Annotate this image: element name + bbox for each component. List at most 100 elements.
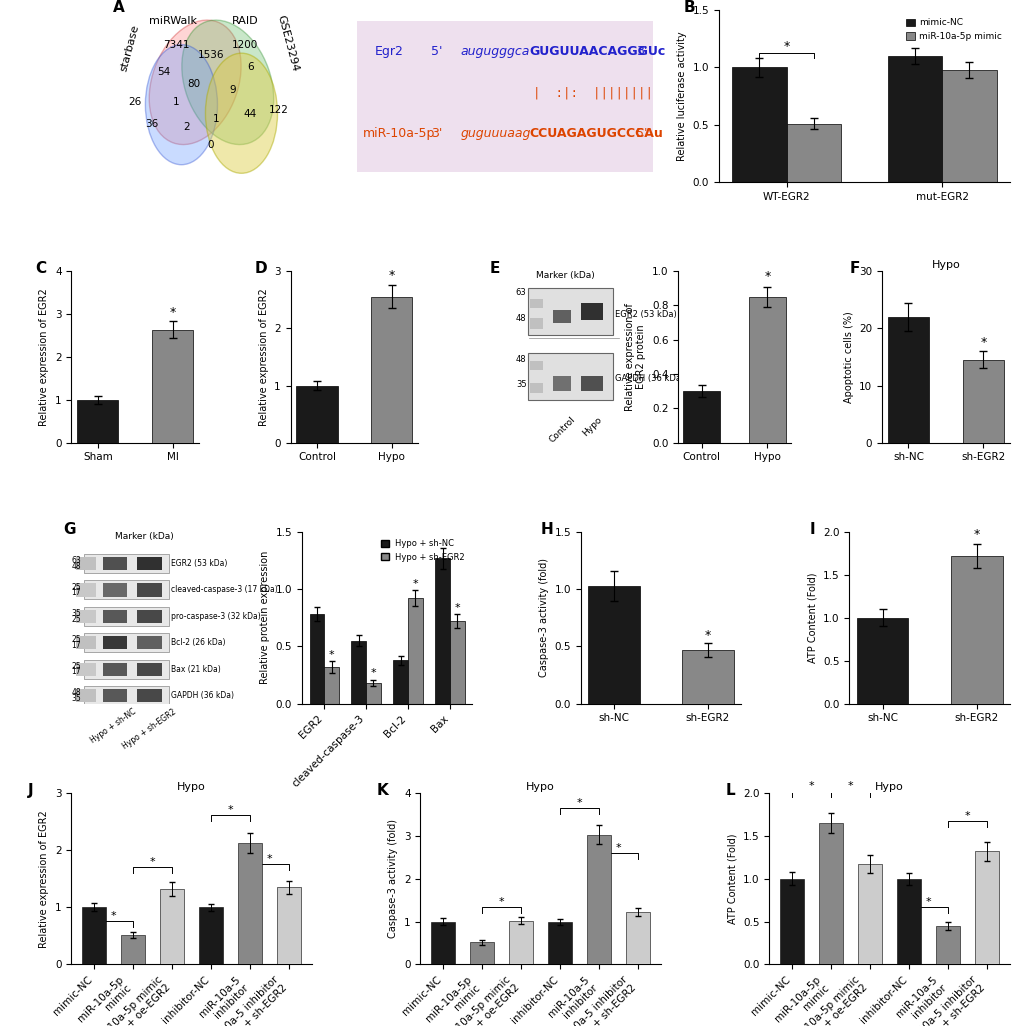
- Bar: [818, 823, 843, 964]
- Title: Hypo: Hypo: [874, 782, 903, 792]
- Y-axis label: Relative protein expression: Relative protein expression: [260, 551, 270, 684]
- Y-axis label: ATP Content (Fold): ATP Content (Fold): [807, 573, 816, 663]
- FancyBboxPatch shape: [76, 609, 96, 623]
- FancyBboxPatch shape: [138, 688, 161, 702]
- FancyBboxPatch shape: [76, 636, 96, 649]
- Text: *: *: [924, 897, 930, 907]
- Text: *: *: [498, 897, 504, 907]
- Text: augugggca: augugggca: [461, 45, 530, 57]
- Text: 17: 17: [71, 641, 82, 650]
- Text: *: *: [227, 805, 233, 816]
- Bar: [857, 864, 881, 964]
- Text: Egr2: Egr2: [375, 45, 404, 57]
- Text: 36: 36: [146, 119, 159, 129]
- Text: |  :|:  ||||||||: | :|: ||||||||: [533, 86, 653, 100]
- FancyBboxPatch shape: [84, 606, 169, 626]
- Y-axis label: Relative expression of EGR2: Relative expression of EGR2: [40, 810, 50, 947]
- Title: Hypo: Hypo: [177, 782, 206, 792]
- Text: *: *: [763, 271, 769, 283]
- Text: *: *: [267, 854, 272, 864]
- FancyBboxPatch shape: [528, 353, 612, 400]
- Text: 6: 6: [247, 63, 253, 72]
- FancyBboxPatch shape: [76, 557, 96, 570]
- Text: *: *: [847, 781, 853, 791]
- Legend: mimic-NC, miR-10a-5p mimic: mimic-NC, miR-10a-5p mimic: [902, 14, 1005, 44]
- Bar: [309, 615, 324, 704]
- Y-axis label: Relative expression of EGR2: Relative expression of EGR2: [40, 288, 50, 426]
- Text: *: *: [328, 650, 334, 660]
- Bar: [352, 640, 366, 704]
- Text: *: *: [388, 269, 394, 282]
- Text: 1200: 1200: [231, 40, 258, 50]
- Y-axis label: Caspase-3 activity (fold): Caspase-3 activity (fold): [538, 558, 548, 677]
- Text: F: F: [849, 261, 860, 276]
- Text: 48: 48: [71, 562, 82, 570]
- FancyBboxPatch shape: [138, 636, 161, 649]
- FancyBboxPatch shape: [530, 299, 543, 308]
- FancyBboxPatch shape: [76, 584, 96, 596]
- Text: B: B: [683, 0, 695, 15]
- Text: 1: 1: [212, 114, 219, 124]
- Text: 48: 48: [516, 355, 526, 363]
- FancyBboxPatch shape: [552, 377, 571, 391]
- Text: 122: 122: [269, 106, 289, 115]
- FancyBboxPatch shape: [530, 383, 543, 393]
- Text: D: D: [255, 261, 267, 276]
- Y-axis label: Caspase-3 activity (fold): Caspase-3 activity (fold): [388, 819, 398, 938]
- Text: cleaved-caspase-3 (17 kDa): cleaved-caspase-3 (17 kDa): [171, 586, 278, 594]
- Text: Control: Control: [547, 415, 577, 444]
- Text: CCUAGAGUGCCCAu: CCUAGAGUGCCCAu: [529, 127, 662, 141]
- Text: 44: 44: [244, 109, 257, 119]
- Text: 80: 80: [186, 79, 200, 89]
- Bar: [371, 297, 412, 443]
- Text: 25: 25: [71, 635, 82, 644]
- Y-axis label: Relative expression of EGR2: Relative expression of EGR2: [259, 288, 268, 426]
- FancyBboxPatch shape: [530, 318, 543, 329]
- Bar: [199, 907, 223, 964]
- Text: EGR2 (53 kDa): EGR2 (53 kDa): [614, 310, 676, 318]
- Text: *: *: [615, 843, 621, 854]
- Bar: [431, 921, 454, 964]
- FancyBboxPatch shape: [552, 310, 571, 322]
- Text: 5': 5': [635, 127, 647, 141]
- Text: 17: 17: [71, 588, 82, 597]
- Text: 35: 35: [516, 381, 526, 389]
- Bar: [856, 618, 908, 704]
- Bar: [962, 360, 1003, 443]
- FancyBboxPatch shape: [84, 581, 169, 599]
- Bar: [366, 683, 380, 704]
- Title: Hypo: Hypo: [930, 261, 959, 270]
- Text: *: *: [169, 306, 175, 319]
- Bar: [324, 667, 338, 704]
- FancyBboxPatch shape: [103, 609, 127, 623]
- Text: 35: 35: [71, 609, 82, 618]
- FancyBboxPatch shape: [580, 377, 602, 391]
- Text: 9: 9: [229, 84, 236, 94]
- Text: J: J: [29, 783, 34, 797]
- FancyBboxPatch shape: [76, 688, 96, 702]
- Bar: [297, 386, 337, 443]
- FancyBboxPatch shape: [138, 609, 161, 623]
- Bar: [435, 558, 449, 704]
- Text: 63: 63: [516, 288, 526, 298]
- Text: *: *: [704, 629, 710, 641]
- Text: G: G: [63, 521, 75, 537]
- FancyBboxPatch shape: [580, 304, 602, 320]
- Text: Hypo + sh-EGR2: Hypo + sh-EGR2: [121, 707, 177, 751]
- FancyBboxPatch shape: [84, 554, 169, 574]
- Text: *: *: [150, 857, 156, 867]
- Ellipse shape: [205, 53, 277, 173]
- Text: 3': 3': [636, 45, 647, 57]
- Text: 48: 48: [71, 688, 82, 698]
- Text: GAPDH (36 kDa): GAPDH (36 kDa): [171, 692, 234, 700]
- Bar: [449, 621, 465, 704]
- FancyBboxPatch shape: [84, 633, 169, 653]
- Bar: [83, 907, 106, 964]
- Text: RAID: RAID: [231, 16, 258, 26]
- Text: 25: 25: [71, 615, 82, 624]
- Bar: [934, 925, 959, 964]
- Y-axis label: Relative expression of
EGR2 protein: Relative expression of EGR2 protein: [625, 303, 646, 410]
- Bar: [470, 942, 494, 964]
- Bar: [393, 660, 408, 704]
- Bar: [683, 391, 719, 443]
